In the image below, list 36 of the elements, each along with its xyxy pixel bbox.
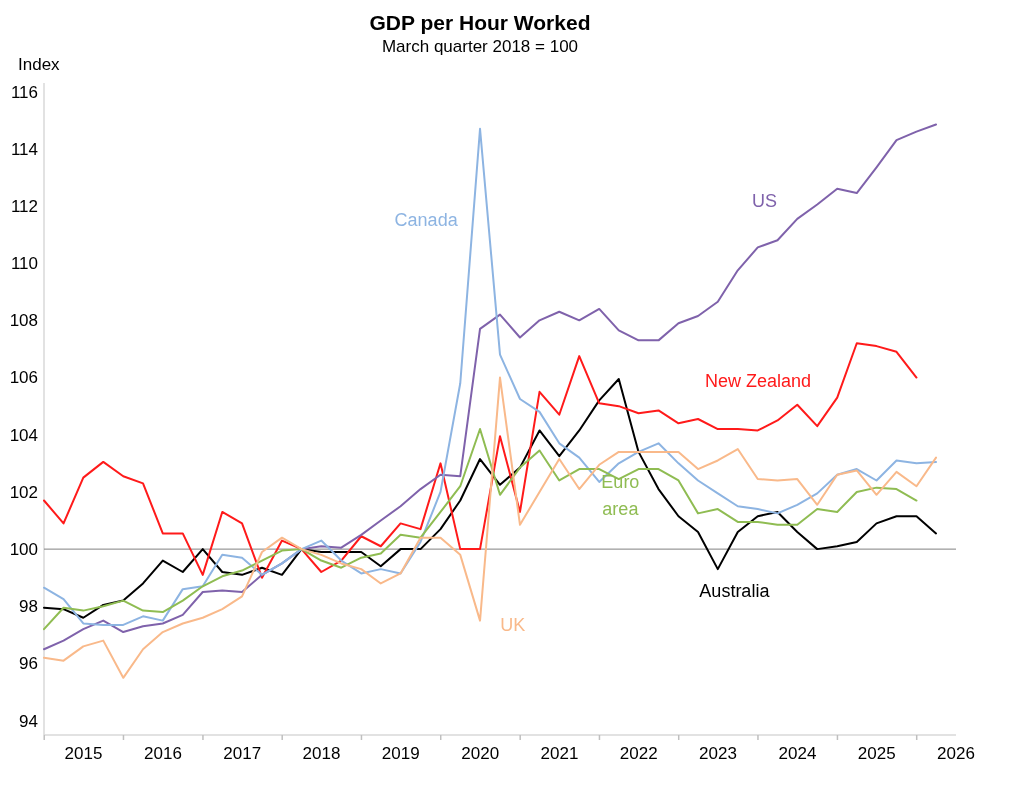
y-tick-label: 116: [10, 82, 38, 102]
x-tick-label: 2016: [144, 744, 182, 763]
series-label: Canada: [394, 210, 459, 231]
line-series: [43, 342, 918, 579]
series-label: US: [751, 191, 777, 212]
series-label: UK: [500, 615, 526, 636]
x-tick-label: 2021: [540, 744, 579, 763]
series-label: New Zealand: [705, 371, 812, 392]
y-tick-label: 110: [10, 254, 38, 274]
x-tick-label: 2024: [778, 744, 817, 763]
x-tick-label: 2020: [461, 744, 500, 763]
line-series: [43, 428, 918, 631]
x-tick-label: 2018: [302, 744, 341, 763]
x-tick-label: 2017: [223, 744, 262, 763]
series-label: Australia: [699, 580, 771, 601]
chart-subtitle: March quarter 2018 = 100: [381, 37, 579, 56]
y-axis-title: Index: [18, 55, 61, 74]
y-tick-label: 94: [19, 711, 38, 731]
line-series: [43, 376, 938, 679]
x-tick-label: 2025: [857, 744, 896, 763]
y-tick-label: 98: [19, 597, 38, 617]
x-tick-label: 2015: [64, 744, 103, 763]
y-tick-label: 112: [10, 196, 38, 216]
y-tick-label: 104: [9, 425, 38, 445]
x-tick-label: 2026: [937, 744, 975, 763]
series-label: Euro area: [601, 472, 640, 520]
y-tick-label: 100: [9, 540, 38, 560]
chart-title: GDP per Hour Worked: [369, 11, 591, 34]
y-tick-label: 96: [19, 654, 38, 674]
x-tick-label: 2019: [381, 744, 420, 763]
x-tick-label: 2023: [699, 744, 737, 763]
y-tick-label: 114: [10, 139, 38, 159]
y-tick-label: 108: [9, 311, 38, 331]
y-tick-label: 106: [9, 368, 38, 388]
x-tick-label: 2022: [619, 744, 658, 763]
y-tick-label: 102: [9, 482, 38, 502]
